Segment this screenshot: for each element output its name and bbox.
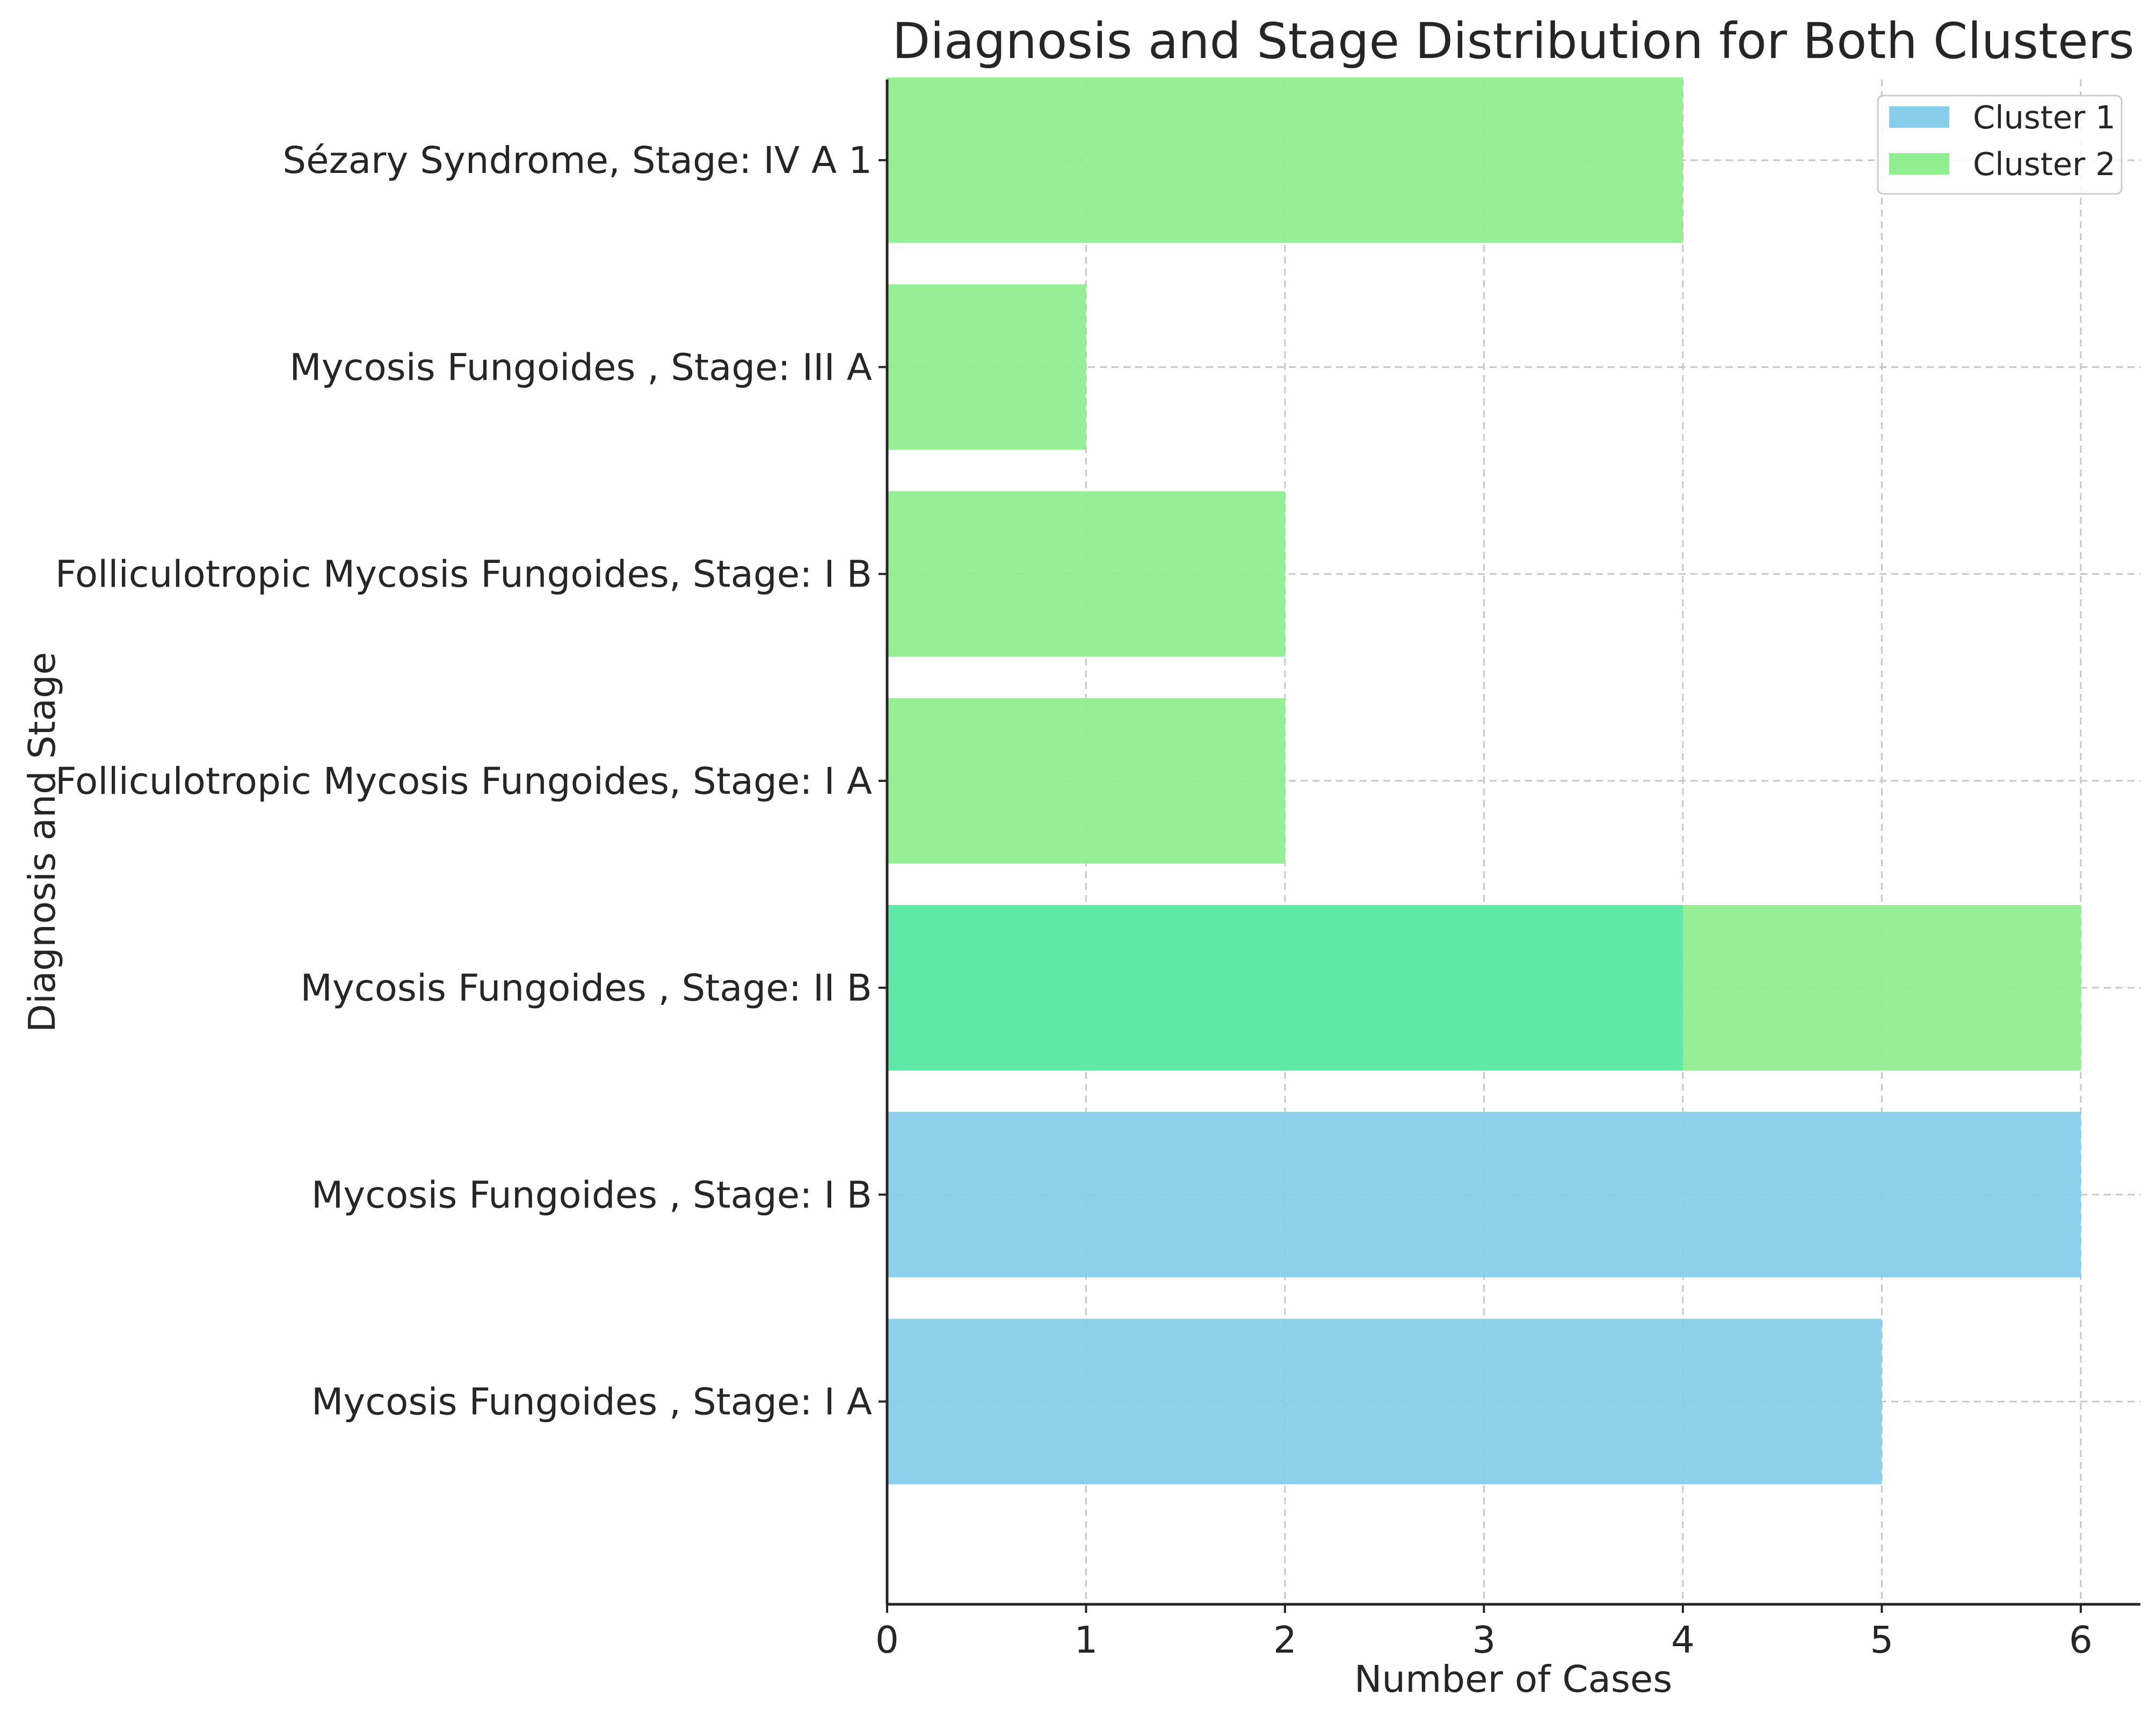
axes xyxy=(885,79,2140,1606)
category-label-0: Mycosis Fungoides , Stage: I A xyxy=(311,1380,872,1423)
legend-swatch-cluster-1 xyxy=(1889,106,1949,128)
category-label-4: Folliculotropic Mycosis Fungoides, Stage… xyxy=(55,553,872,596)
chart-title: Diagnosis and Stage Distribution for Bot… xyxy=(892,12,2134,70)
x-tick-label-5: 5 xyxy=(1870,1619,1893,1662)
category-label-2: Mycosis Fungoides , Stage: II B xyxy=(300,967,872,1010)
category-labels: Mycosis Fungoides , Stage: I A Mycosis Fu… xyxy=(55,139,887,1423)
category-label-3: Folliculotropic Mycosis Fungoides, Stage… xyxy=(55,760,872,803)
x-axis-title: Number of Cases xyxy=(1354,1658,1672,1701)
x-tick-label-1: 1 xyxy=(1075,1619,1098,1662)
x-tick-label-6: 6 xyxy=(2069,1619,2093,1662)
legend-label-cluster-2: Cluster 2 xyxy=(1973,146,2116,183)
x-ticks: 0 1 2 3 4 5 6 xyxy=(875,1604,2093,1662)
bar-cluster-1-1 xyxy=(887,1112,2081,1278)
category-label-6: Sézary Syndrome, Stage: IV A 1 xyxy=(282,139,872,182)
category-label-5: Mycosis Fungoides , Stage: III A xyxy=(289,346,872,389)
bar-cluster-2-3 xyxy=(887,698,1285,864)
bar-cluster-2-5 xyxy=(887,284,1086,450)
bars xyxy=(887,77,2081,1485)
x-tick-label-2: 2 xyxy=(1273,1619,1297,1662)
bar-cluster-1-0 xyxy=(887,1319,1882,1485)
bar-overlap-2 xyxy=(887,904,1683,1071)
legend-label-cluster-1: Cluster 1 xyxy=(1973,99,2116,136)
x-tick-label-0: 0 xyxy=(875,1619,899,1662)
category-label-1: Mycosis Fungoides , Stage: I B xyxy=(311,1174,872,1217)
x-tick-label-3: 3 xyxy=(1472,1619,1496,1662)
y-axis-title: Diagnosis and Stage xyxy=(21,652,64,1032)
bar-cluster-2-4 xyxy=(887,491,1285,657)
x-tick-label-4: 4 xyxy=(1671,1619,1695,1662)
bar-cluster-2-6 xyxy=(887,77,1683,243)
legend-swatch-cluster-2 xyxy=(1889,153,1949,175)
legend: Cluster 1 Cluster 2 xyxy=(1877,95,2123,195)
